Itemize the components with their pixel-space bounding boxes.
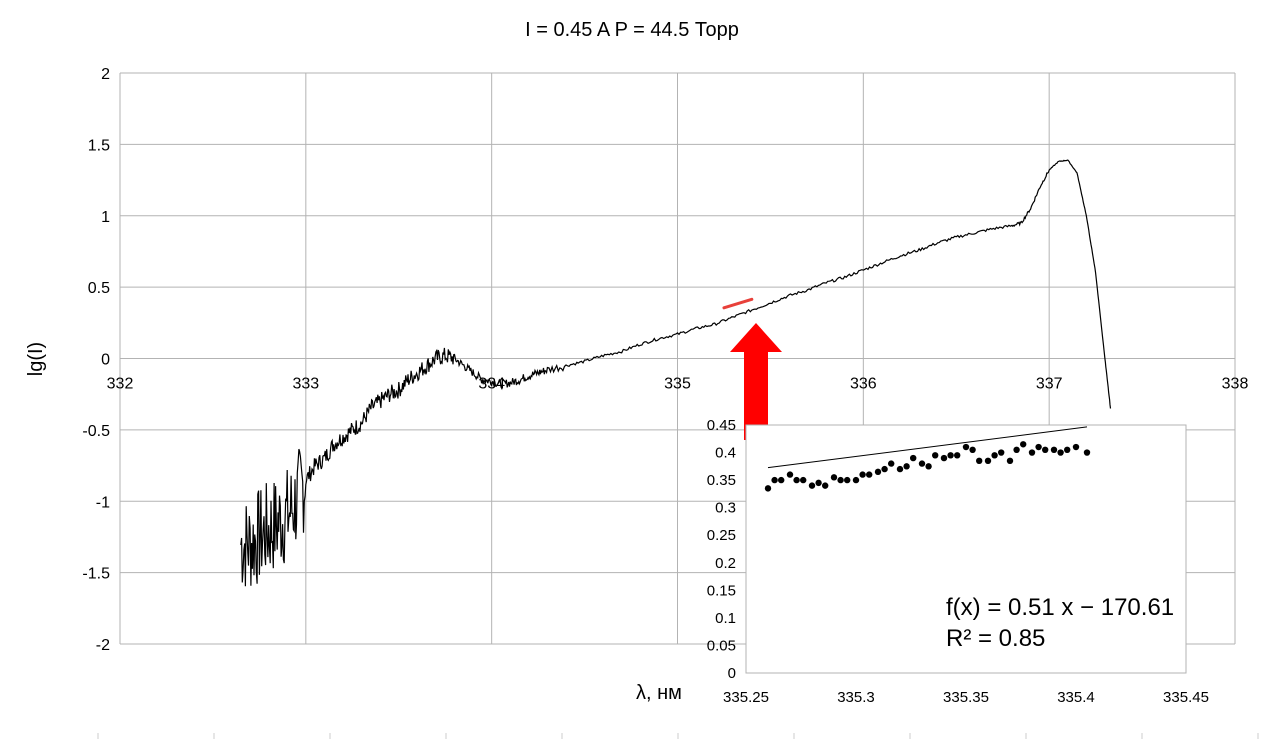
y-tick-label: -2: [96, 637, 110, 654]
page-ruler-marks: [97, 733, 1259, 739]
inset-y-tick-label: 0.1: [715, 610, 736, 627]
inset-data-point: [984, 457, 992, 465]
inset-x-tick-label: 335.25: [723, 689, 769, 706]
y-tick-label: -1: [96, 494, 110, 511]
red-arrow-annotation: [730, 323, 782, 440]
inset-data-point: [1064, 446, 1071, 453]
x-tick-label: 333: [292, 376, 319, 393]
inset-data-point: [771, 476, 778, 484]
inset-data-point: [786, 471, 794, 478]
inset-data-point: [888, 460, 895, 467]
inset-data-point: [925, 463, 932, 470]
inset-data-point: [1050, 446, 1058, 453]
inset-y-tick-label: 0.2: [715, 555, 736, 572]
y-tick-label: -0.5: [82, 423, 110, 440]
inset-data-point: [800, 476, 807, 484]
inset-data-point: [1020, 441, 1027, 448]
inset-plot-area: [745, 424, 1187, 674]
y-tick-label: 1.5: [88, 137, 110, 154]
y-tick-label: -1.5: [82, 566, 110, 583]
inset-data-point: [793, 476, 800, 484]
inset-data-point: [874, 468, 882, 476]
inset-data-point: [837, 476, 844, 484]
y-tick-label: 2: [101, 66, 110, 83]
inset-data-point: [1013, 446, 1020, 453]
inset-data-point: [1028, 449, 1036, 456]
inset-y-tick-label: 0.25: [707, 527, 736, 544]
inset-data-point: [822, 482, 829, 489]
inset-data-point: [1042, 446, 1049, 453]
inset-data-point: [932, 452, 939, 459]
y-tick-label: 1: [101, 209, 110, 226]
inset-data-point: [830, 474, 838, 481]
inset-data-point: [844, 476, 851, 484]
inset-data-point: [808, 482, 816, 489]
inset-data-point: [976, 457, 983, 465]
inset-y-tick-label: 0.05: [707, 637, 736, 654]
main-y-tick-labels: 2 1.5 1 0.5 0 -0.5 -1 -1.5 -2: [82, 66, 110, 654]
inset-data-point: [852, 476, 860, 484]
trendline-equation: f(x) = 0.51 x − 170.61: [946, 594, 1174, 621]
inset-data-point: [947, 452, 954, 459]
inset-data-point: [1057, 449, 1064, 456]
y-axis-label: lg(I): [25, 342, 47, 376]
inset-data-point: [962, 443, 970, 451]
main-series-group: [240, 159, 1112, 587]
inset-data-point: [881, 465, 888, 473]
inset-data-point: [866, 471, 873, 478]
inset-data-point: [778, 476, 785, 484]
inset-data-point: [1083, 449, 1091, 456]
inset-data-point: [991, 452, 998, 459]
y-tick-label: 0.5: [88, 280, 110, 297]
inset-data-point: [896, 465, 904, 473]
y-tick-label: 0: [101, 352, 110, 369]
x-tick-label: 337: [1036, 376, 1063, 393]
inset-data-point: [954, 452, 961, 459]
main-series-line: [240, 159, 1112, 587]
inset-x-tick-label: 335.35: [943, 689, 989, 706]
inset-x-tick-labels: 335.25 335.3 335.35 335.4 335.45: [723, 689, 1209, 706]
inset-data-point: [940, 454, 948, 462]
fit-region-highlight: [722, 297, 754, 310]
inset-data-point: [764, 485, 772, 492]
inset-chart: 0.45 0.4 0.35 0.3 0.25 0.2 0.15 0.1 0.05 0 335.25…: [707, 417, 1209, 706]
inset-data-point: [903, 463, 910, 470]
x-axis-label: λ, нм: [636, 682, 682, 704]
x-tick-label: 332: [107, 376, 134, 393]
x-tick-label: 335: [664, 376, 691, 393]
inset-y-tick-label: 0: [728, 665, 736, 682]
inset-data-point: [918, 460, 926, 467]
inset-data-point: [910, 454, 917, 462]
x-tick-label: 338: [1222, 376, 1249, 393]
main-x-tick-labels: 332 333 334 335 336 337 338: [107, 376, 1249, 393]
inset-x-tick-label: 335.4: [1057, 689, 1095, 706]
inset-y-tick-label: 0.35: [707, 472, 736, 489]
inset-data-point: [815, 479, 822, 487]
inset-data-point: [859, 471, 866, 478]
inset-y-tick-label: 0.45: [707, 417, 736, 434]
inset-y-tick-label: 0.15: [707, 582, 736, 599]
inset-x-tick-label: 335.3: [837, 689, 875, 706]
chart-title: I = 0.45 A P = 44.5 Торр: [525, 19, 739, 41]
inset-y-tick-label: 0.4: [715, 445, 736, 462]
inset-series-group: [764, 426, 1091, 492]
inset-x-tick-label: 335.45: [1163, 689, 1209, 706]
inset-data-point: [1006, 457, 1014, 465]
inset-y-tick-label: 0.3: [715, 500, 736, 517]
trendline-r2: R² = 0.85: [946, 625, 1045, 652]
inset-data-point: [998, 449, 1005, 456]
inset-data-point: [1035, 443, 1042, 451]
inset-data-point: [1072, 443, 1080, 451]
inset-data-point: [969, 446, 976, 453]
trendline: [767, 426, 1088, 469]
inset-y-tick-labels: 0.45 0.4 0.35 0.3 0.25 0.2 0.15 0.1 0.05 0: [707, 417, 736, 682]
x-tick-label: 336: [850, 376, 877, 393]
